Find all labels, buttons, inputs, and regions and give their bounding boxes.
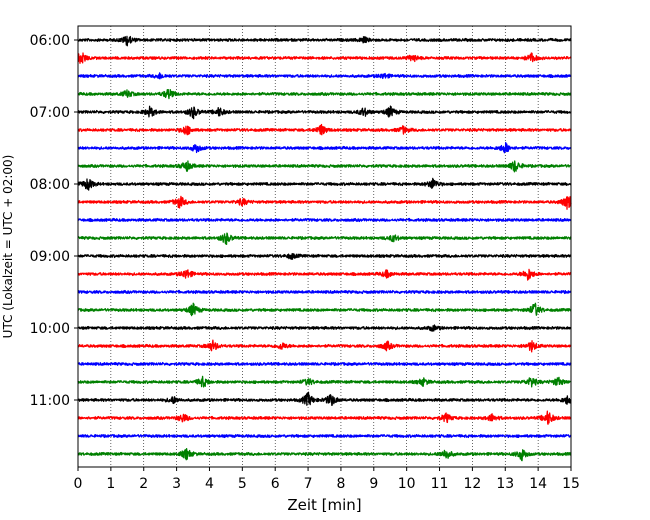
seismic-trace: [77, 302, 572, 317]
seismic-trace: [77, 361, 572, 367]
seismic-trace: [77, 447, 572, 462]
x-tick-label: 9: [369, 476, 378, 492]
seismic-trace: [77, 105, 572, 120]
seismic-trace: [77, 232, 572, 246]
x-tick-label: 2: [139, 476, 148, 492]
y-tick-label: 06:00: [30, 33, 70, 49]
seismic-trace: [77, 391, 572, 406]
seismic-trace: [77, 252, 572, 260]
seismic-trace: [77, 88, 572, 100]
x-axis-label: Zeit [min]: [287, 496, 361, 514]
seismic-trace: [77, 52, 572, 64]
tick-layer: 0 1 2 3 4 5 6 7 8 9 10 11 12 13 14 1506:0007:0008:0009:…: [30, 33, 580, 492]
seismic-trace: [77, 72, 572, 80]
seismic-trace: [77, 177, 572, 191]
x-tick-label: 7: [304, 476, 313, 492]
x-tick-label: 13: [496, 476, 514, 492]
trace-layer: [77, 35, 572, 462]
x-tick-label: 10: [398, 476, 416, 492]
seismic-trace: [77, 160, 572, 173]
x-tick-label: 1: [106, 476, 115, 492]
y-tick-label: 09:00: [30, 249, 70, 265]
seismic-trace: [77, 268, 572, 281]
y-tick-label: 11:00: [30, 393, 70, 409]
seismic-trace: [77, 217, 572, 223]
seismic-trace: [77, 375, 572, 388]
y-tick-label: 07:00: [30, 105, 70, 121]
seismic-trace: [77, 141, 572, 154]
y-axis-label: UTC (Lokalzeit = UTC + 02:00): [1, 155, 15, 339]
x-tick-label: 0: [74, 476, 83, 492]
x-tick-label: 5: [238, 476, 247, 492]
x-tick-label: 4: [205, 476, 214, 492]
x-tick-label: 11: [431, 476, 449, 492]
x-tick-label: 3: [172, 476, 181, 492]
seismic-trace: [77, 410, 572, 425]
y-tick-label: 10:00: [30, 321, 70, 337]
seismic-trace: [77, 324, 572, 332]
y-tick-label: 08:00: [30, 177, 70, 193]
plot-frame: [77, 25, 572, 468]
x-tick-label: 8: [336, 476, 345, 492]
x-tick-label: 6: [271, 476, 280, 492]
seismic-trace: [77, 195, 572, 210]
seismic-trace: [77, 35, 572, 47]
seismic-trace: [77, 289, 572, 295]
x-tick-label: 15: [562, 476, 580, 492]
seismic-trace: [77, 123, 572, 136]
seismic-trace: [77, 339, 572, 353]
x-tick-label: 12: [463, 476, 481, 492]
seismic-trace: [77, 433, 572, 439]
x-tick-label: 14: [529, 476, 547, 492]
